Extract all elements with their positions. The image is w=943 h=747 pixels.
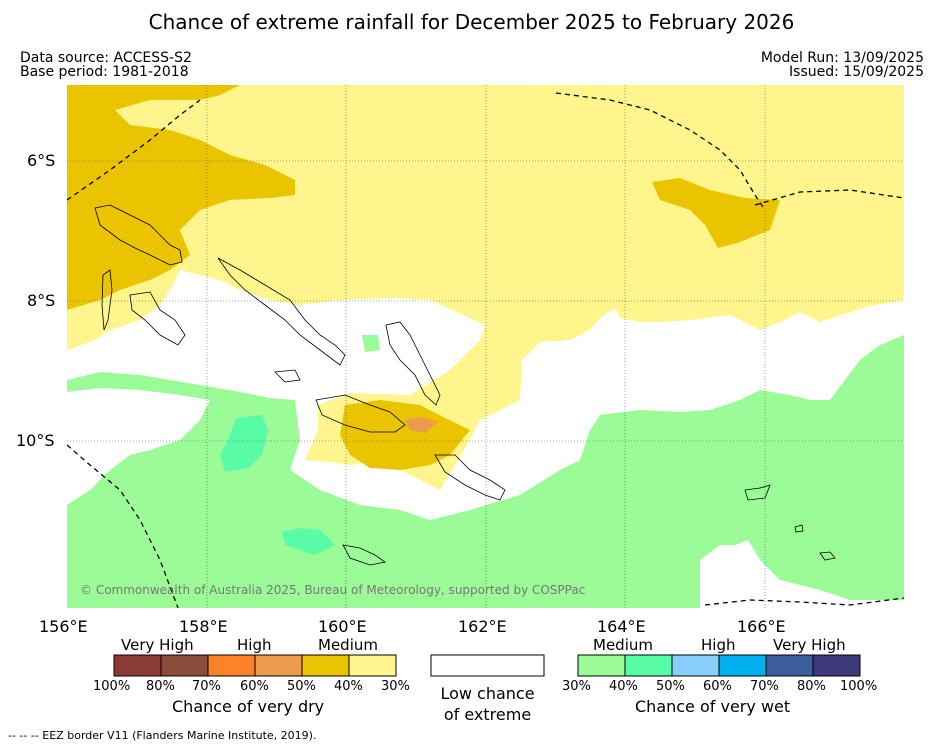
base-period: Base period: 1981-2018 bbox=[20, 64, 189, 80]
dry-pct-label: 80% bbox=[146, 679, 175, 694]
dry-pct-label: 100% bbox=[93, 679, 131, 694]
lon-label-162e: 162°E bbox=[458, 617, 507, 636]
wet-pct-label: 60% bbox=[703, 679, 732, 694]
issued-date: Issued: 15/09/2025 bbox=[789, 64, 924, 80]
dry-heading-very-high: Very High bbox=[121, 636, 194, 654]
wet-pct-label: 80% bbox=[797, 679, 826, 694]
data-source: Data source: ACCESS-S2 bbox=[20, 50, 192, 66]
dry-swatch bbox=[113, 654, 162, 677]
map-title: Chance of extreme rainfall for December … bbox=[148, 10, 795, 34]
dry-swatch bbox=[301, 654, 350, 677]
wet-swatch bbox=[765, 654, 814, 677]
wet-heading-very-high: Very High bbox=[773, 636, 846, 654]
dry-medium-dark-area-central bbox=[340, 400, 470, 470]
wet-pct-label: 30% bbox=[562, 679, 591, 694]
low-chance-area-south bbox=[700, 540, 904, 608]
wet-swatch bbox=[577, 654, 626, 677]
lat-label-6s: 6°S bbox=[27, 151, 56, 170]
lon-label-164e: 164°E bbox=[597, 617, 646, 636]
wet-pct-label: 40% bbox=[609, 679, 638, 694]
wet-high-area-south bbox=[282, 528, 335, 555]
dry-caption: Chance of very dry bbox=[172, 697, 325, 716]
wet-pct-label: 50% bbox=[656, 679, 685, 694]
wet-pct-label: 70% bbox=[750, 679, 779, 694]
wet-high-area-west bbox=[220, 415, 268, 472]
eez-footnote: -- -- -- EEZ border V11 (Flanders Marine… bbox=[8, 729, 317, 742]
dry-pct-label: 60% bbox=[240, 679, 269, 694]
low-chance-swatch bbox=[430, 654, 545, 677]
dry-swatch bbox=[207, 654, 256, 677]
dry-swatch bbox=[160, 654, 209, 677]
low-chance-caption: Low chance of extreme bbox=[431, 683, 544, 725]
wet-medium-area bbox=[67, 335, 904, 608]
wet-swatch bbox=[812, 654, 861, 677]
dry-legend-bar bbox=[113, 654, 397, 677]
lat-label-8s: 8°S bbox=[27, 291, 56, 310]
lon-label-160e: 160°E bbox=[318, 617, 367, 636]
lon-label-158e: 158°E bbox=[179, 617, 228, 636]
lon-label-166e: 166°E bbox=[737, 617, 786, 636]
wet-heading-high: High bbox=[701, 636, 736, 654]
lat-label-10s: 10°S bbox=[16, 431, 55, 450]
copyright-notice: © Commonwealth of Australia 2025, Bureau… bbox=[80, 583, 586, 597]
wet-pct-label: 100% bbox=[840, 679, 878, 694]
dry-pct-label: 40% bbox=[334, 679, 363, 694]
wet-medium-area-patch bbox=[362, 335, 380, 352]
dry-heading-medium: Medium bbox=[318, 636, 378, 654]
dry-swatch bbox=[254, 654, 303, 677]
lon-label-156e: 156°E bbox=[39, 617, 88, 636]
wet-caption: Chance of very wet bbox=[635, 697, 791, 716]
wet-swatch bbox=[671, 654, 720, 677]
wet-heading-medium: Medium bbox=[593, 636, 653, 654]
wet-swatch bbox=[718, 654, 767, 677]
dry-high-area bbox=[405, 417, 438, 433]
low-chance-caption-line1: Low chance bbox=[440, 684, 535, 703]
model-run: Model Run: 13/09/2025 bbox=[760, 50, 924, 66]
wet-legend-bar bbox=[577, 654, 861, 677]
dry-swatch bbox=[348, 654, 397, 677]
dry-pct-label: 50% bbox=[287, 679, 316, 694]
dry-medium-dark-area-east bbox=[652, 178, 780, 248]
dry-medium-dark-area-nw bbox=[67, 85, 295, 310]
dry-pct-label: 30% bbox=[381, 679, 410, 694]
dry-pct-label: 70% bbox=[192, 679, 221, 694]
low-chance-caption-line2: of extreme bbox=[443, 705, 532, 724]
wet-swatch bbox=[624, 654, 673, 677]
dry-heading-high: High bbox=[237, 636, 272, 654]
